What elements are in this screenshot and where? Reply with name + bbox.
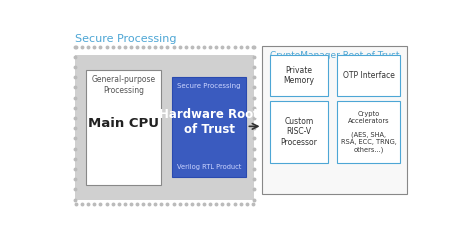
FancyBboxPatch shape	[336, 55, 399, 96]
Text: Verilog RTL Product: Verilog RTL Product	[176, 164, 241, 170]
Text: Secure Processing: Secure Processing	[177, 83, 240, 89]
FancyBboxPatch shape	[262, 46, 406, 194]
FancyBboxPatch shape	[269, 55, 328, 96]
Text: Hardware Root
of Trust: Hardware Root of Trust	[159, 108, 258, 136]
FancyBboxPatch shape	[336, 101, 399, 162]
FancyBboxPatch shape	[75, 55, 253, 200]
FancyBboxPatch shape	[269, 101, 328, 162]
FancyBboxPatch shape	[86, 70, 161, 185]
Text: General-purpose
Processing: General-purpose Processing	[91, 75, 155, 95]
FancyBboxPatch shape	[171, 77, 246, 177]
Text: Main CPU: Main CPU	[88, 117, 159, 130]
Text: CryptoManager Root of Trust: CryptoManager Root of Trust	[269, 51, 398, 60]
Text: Crypto
Accelerators

(AES, SHA,
RSA, ECC, TRNG,
others...): Crypto Accelerators (AES, SHA, RSA, ECC,…	[340, 111, 396, 153]
Text: Private
Memory: Private Memory	[283, 66, 314, 85]
Text: OTP Interface: OTP Interface	[342, 71, 394, 80]
Text: Secure Processing: Secure Processing	[75, 34, 176, 45]
Text: Custom
RISC-V
Processor: Custom RISC-V Processor	[280, 117, 317, 147]
